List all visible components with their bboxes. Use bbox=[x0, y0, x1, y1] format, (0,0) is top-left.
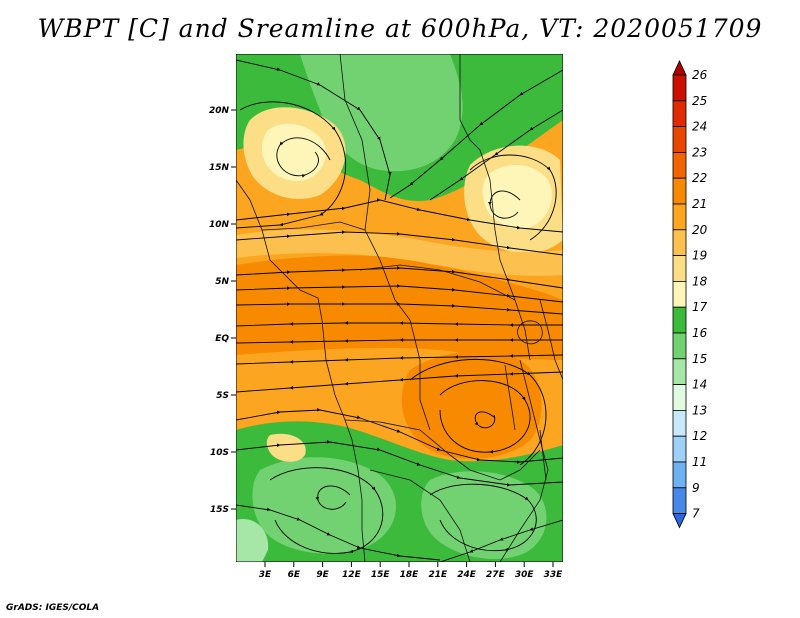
colorbar-label: 26 bbox=[692, 68, 708, 82]
colorbar-swatch bbox=[672, 177, 687, 205]
colorbar-label: 20 bbox=[692, 223, 708, 237]
colorbar-swatch bbox=[672, 409, 687, 437]
colorbar-label: 12 bbox=[692, 429, 707, 443]
lon-tick-label: 27E bbox=[486, 570, 506, 580]
lon-tick-label: 6E bbox=[288, 570, 301, 580]
border bbox=[539, 299, 563, 381]
colorbar-swatch bbox=[672, 435, 687, 463]
border bbox=[359, 264, 516, 301]
lake-tanganyika bbox=[504, 364, 516, 431]
colorbar-label: 21 bbox=[692, 197, 707, 211]
lon-tick-label: 21E bbox=[428, 570, 448, 580]
streamlines bbox=[236, 59, 563, 562]
colorbar-swatch bbox=[672, 358, 687, 385]
colorbar-label: 24 bbox=[692, 120, 707, 134]
colorbar-swatch bbox=[672, 280, 687, 308]
streamline bbox=[469, 154, 557, 241]
border bbox=[499, 359, 549, 562]
colorbar-swatch bbox=[672, 126, 687, 153]
colorbar-max-triangle bbox=[672, 60, 687, 76]
lat-tick-label: 10N bbox=[209, 220, 230, 230]
streamline bbox=[488, 190, 521, 219]
footer-credit: GrADS: IGES/COLA bbox=[6, 603, 100, 613]
streamline bbox=[236, 284, 563, 303]
colorbar-label: 14 bbox=[692, 378, 707, 392]
colorbar-label: 13 bbox=[692, 403, 707, 417]
lat-tick-label: EQ bbox=[215, 334, 229, 344]
colorbar-label: 25 bbox=[692, 94, 707, 108]
colorbar-label: 9 bbox=[692, 481, 700, 495]
colorbar-label: 17 bbox=[692, 300, 708, 314]
colorbar-swatch bbox=[672, 332, 687, 360]
lake-malawi bbox=[539, 429, 547, 481]
colorbar-swatch bbox=[672, 255, 687, 282]
colorbar-label: 16 bbox=[692, 326, 708, 340]
streamline bbox=[236, 371, 563, 393]
colorbar-swatch bbox=[672, 151, 687, 179]
border bbox=[459, 54, 531, 361]
colorbar-swatch bbox=[672, 229, 687, 257]
colorbar-swatch bbox=[672, 74, 687, 102]
streamline bbox=[236, 440, 563, 487]
lat-tick-label: 5N bbox=[215, 277, 229, 287]
lon-tick-label: 3E bbox=[259, 570, 272, 580]
colorbar: 26 25 24 23 22 21 20 19 18 17 16 15 14 13 12 11 9 7 bbox=[672, 60, 708, 529]
colorbar-label: 11 bbox=[692, 455, 707, 469]
streamline bbox=[439, 519, 563, 562]
wbpt-region-sw-pale-green bbox=[236, 519, 269, 562]
streamline bbox=[409, 359, 547, 466]
colorbar-label: 18 bbox=[692, 274, 708, 288]
map-panel bbox=[236, 54, 563, 562]
border bbox=[261, 221, 366, 231]
lat-tick-label: 15N bbox=[209, 163, 230, 173]
streamline bbox=[236, 504, 441, 561]
colorbar-label: 15 bbox=[692, 352, 707, 366]
colorbar-label: 22 bbox=[692, 171, 707, 185]
longitude-axis: 3E 6E 9E 12E 15E 18E 21E 24E 27E 30E 33E bbox=[259, 562, 563, 580]
border bbox=[339, 54, 431, 431]
lake-victoria bbox=[517, 320, 543, 345]
streamline bbox=[429, 109, 563, 201]
lon-tick-label: 15E bbox=[371, 570, 391, 580]
streamline bbox=[236, 59, 392, 201]
streamline bbox=[236, 266, 563, 289]
lat-tick-label: 20N bbox=[209, 106, 230, 116]
streamline bbox=[236, 354, 563, 365]
wbpt-region-south-light-green bbox=[252, 457, 397, 554]
lon-tick-label: 12E bbox=[342, 570, 362, 580]
lat-tick-label: 15S bbox=[210, 505, 229, 515]
colorbar-label: 19 bbox=[692, 249, 707, 263]
colorbar-swatch bbox=[672, 384, 687, 411]
lat-tick-label: 10S bbox=[210, 448, 229, 458]
colorbar-label: 23 bbox=[692, 145, 707, 159]
colorbar-min-triangle bbox=[672, 513, 687, 529]
latitude-axis: 20N 15N 10N 5N EQ 5S 10S 15S bbox=[209, 106, 236, 515]
streamline bbox=[236, 321, 563, 327]
lon-tick-label: 33E bbox=[544, 570, 564, 580]
streamline bbox=[236, 302, 563, 315]
lon-tick-label: 24E bbox=[457, 570, 477, 580]
colorbar-swatch bbox=[672, 100, 687, 128]
coastline-west bbox=[236, 179, 366, 562]
streamline bbox=[236, 230, 563, 256]
colorbar-swatch bbox=[672, 203, 687, 231]
lon-tick-label: 30E bbox=[515, 570, 535, 580]
colorbar-swatch bbox=[672, 306, 687, 334]
colorbar-swatch bbox=[672, 487, 687, 514]
colorbar-label: 7 bbox=[692, 507, 700, 521]
colorbar-swatch bbox=[672, 461, 687, 489]
streamline bbox=[236, 338, 563, 344]
country-boundaries bbox=[236, 54, 563, 562]
border bbox=[344, 419, 541, 481]
chart-title: WBPT [C] and Sreamline at 600hPa, VT: 20… bbox=[37, 14, 763, 43]
lon-tick-label: 9E bbox=[316, 570, 329, 580]
lon-tick-label: 18E bbox=[400, 570, 420, 580]
lat-tick-label: 5S bbox=[216, 391, 229, 401]
border bbox=[369, 469, 471, 562]
streamline bbox=[236, 101, 347, 229]
streamline bbox=[429, 483, 537, 552]
